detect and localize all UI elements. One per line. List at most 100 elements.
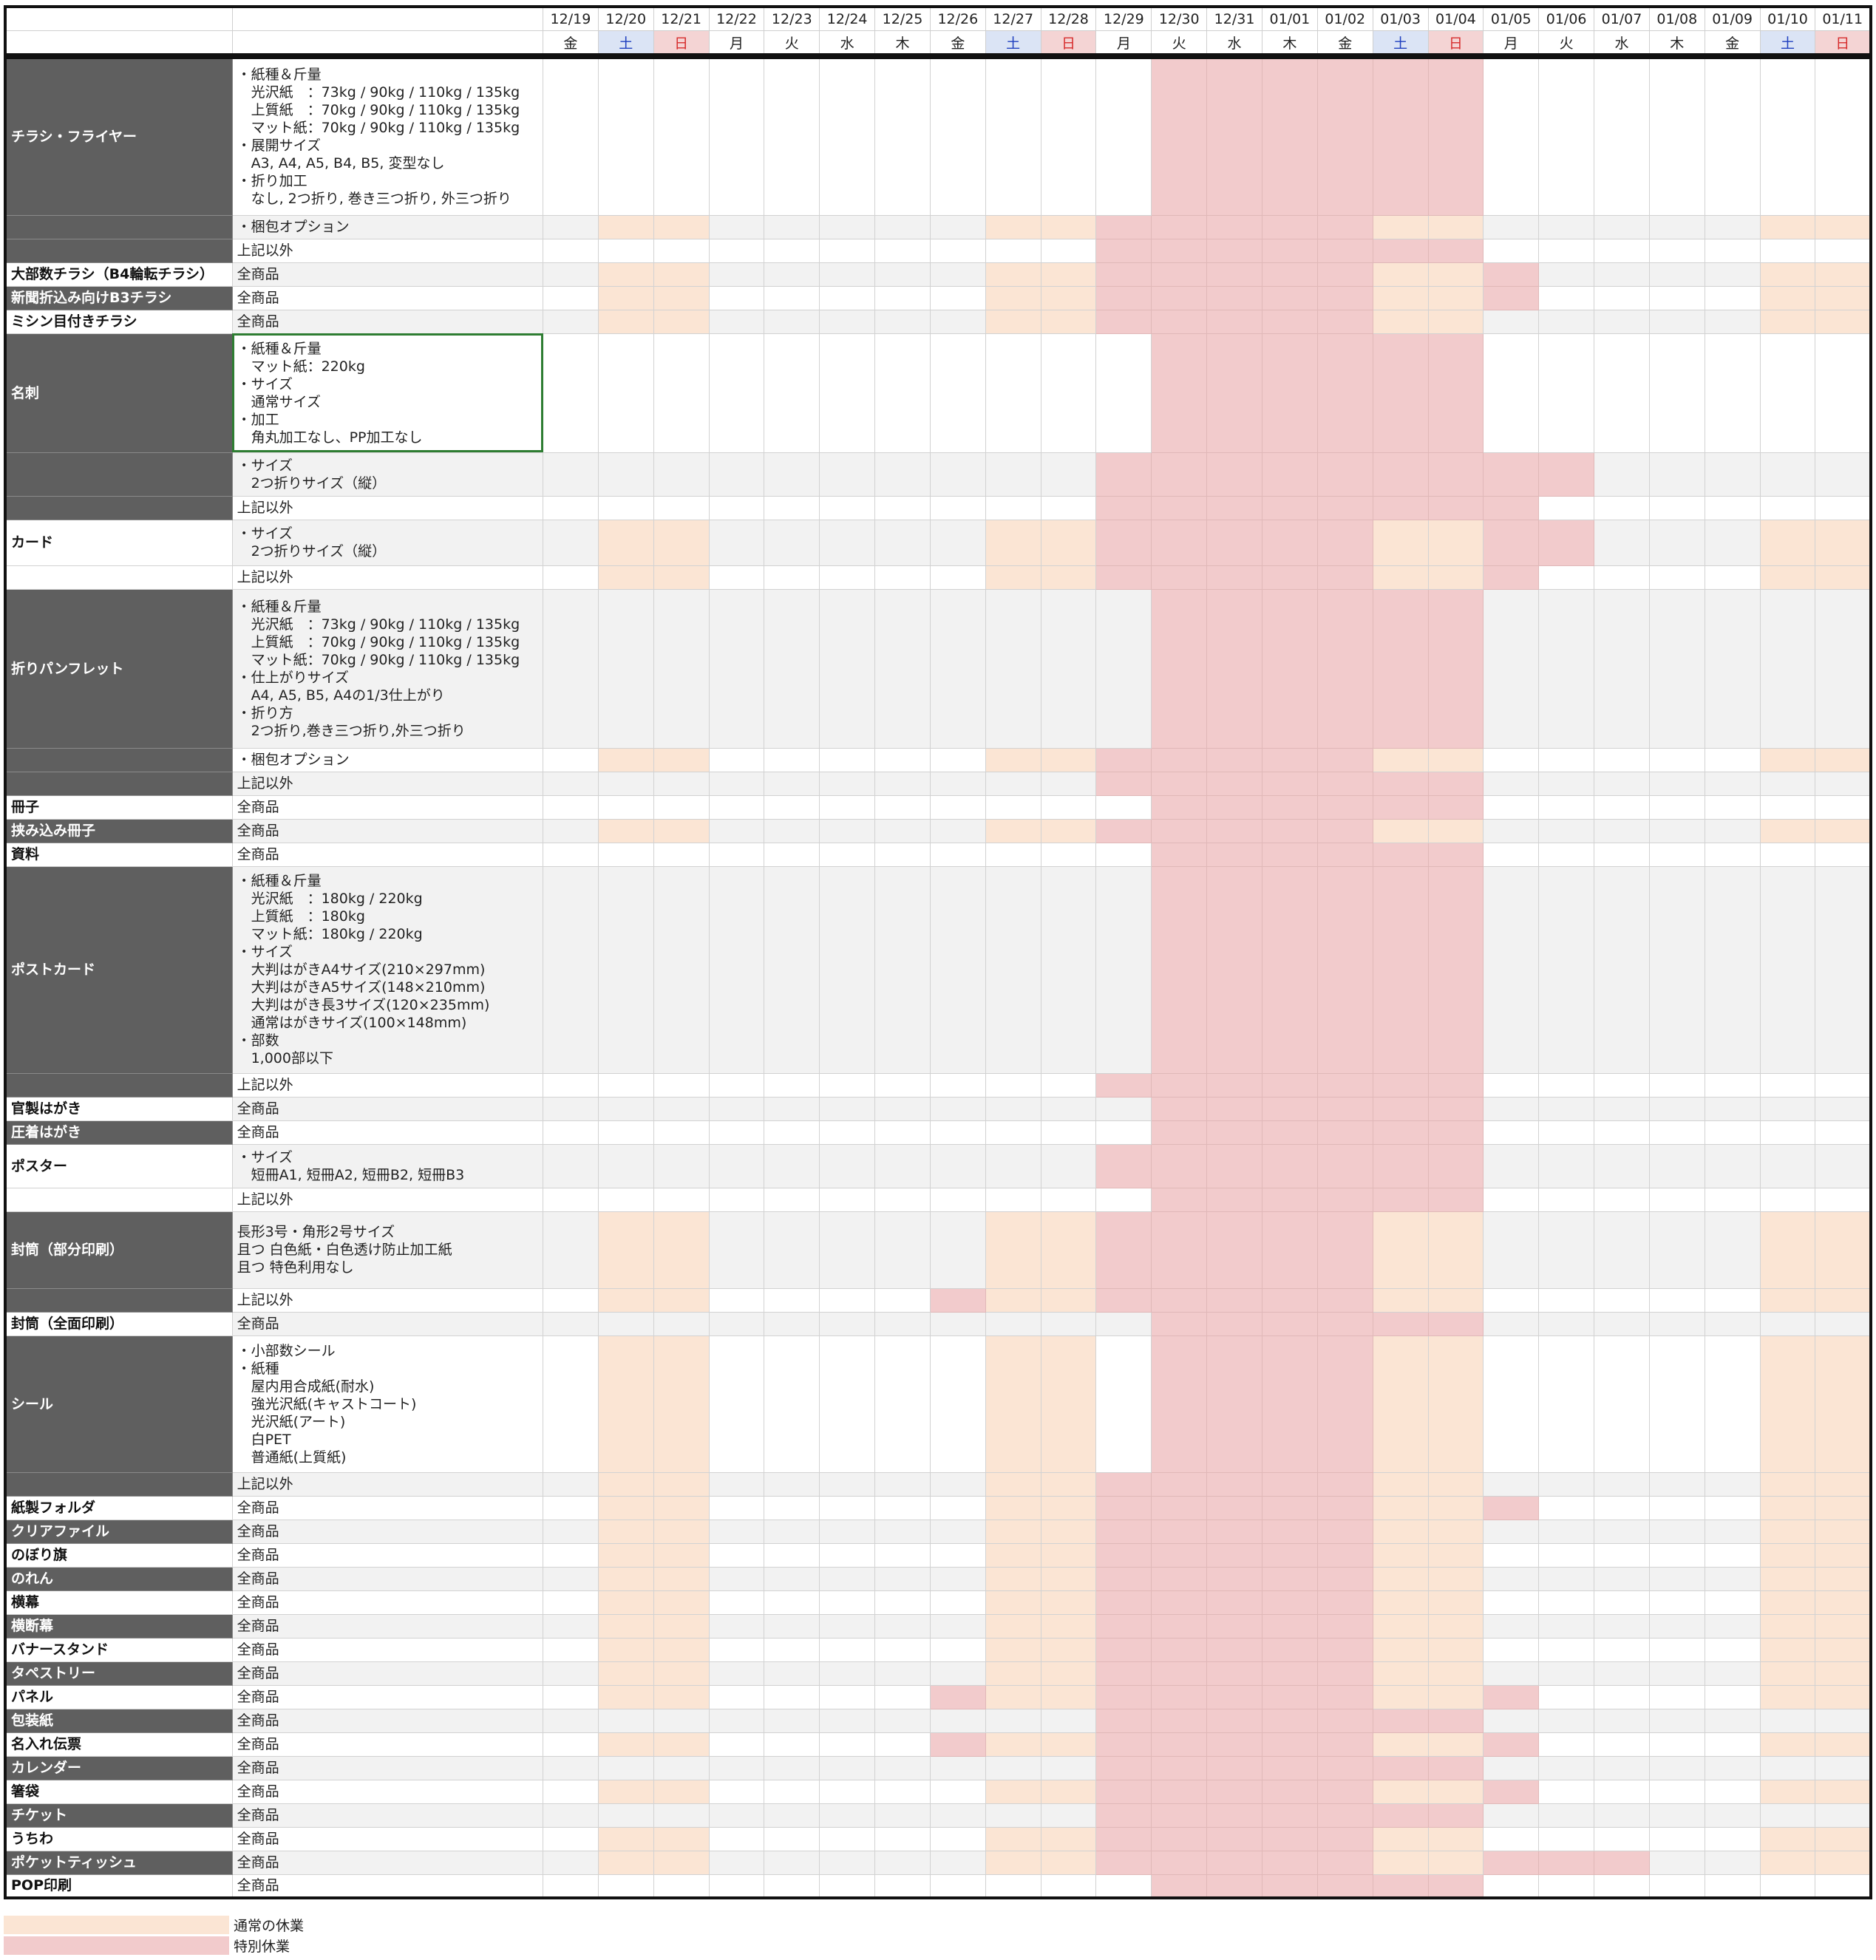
business-day-cell: [874, 1096, 931, 1121]
schedule-row: 箸袋 全商品: [4, 1779, 1872, 1804]
business-day-cell: [985, 842, 1041, 867]
product-category: ポストカード: [4, 865, 233, 1074]
business-day-cell: [1594, 1471, 1650, 1497]
business-day-cell: [985, 1311, 1041, 1336]
business-day-cell: [929, 1826, 986, 1851]
regular-holiday-cell: [1040, 1590, 1097, 1615]
business-day-cell: [1594, 1613, 1650, 1639]
business-day-cell: [543, 1471, 599, 1497]
business-day-cell: [1648, 1637, 1705, 1662]
business-day-cell: [874, 1566, 931, 1591]
product-category: [4, 1287, 233, 1313]
special-holiday-cell: [1372, 1874, 1429, 1899]
business-day-cell: [1040, 238, 1097, 263]
business-day-cell: [1095, 588, 1152, 749]
business-day-cell: [819, 262, 876, 287]
regular-holiday-cell: [985, 818, 1041, 843]
regular-holiday-cell: [597, 1684, 654, 1709]
product-category: バナースタンド: [4, 1637, 233, 1662]
business-day-cell: [1538, 333, 1595, 453]
business-day-cell: [1040, 588, 1097, 749]
special-holiday-cell: [1483, 519, 1540, 566]
business-day-cell: [1648, 1590, 1705, 1615]
business-day-cell: [1538, 565, 1595, 590]
business-day-cell: [543, 1661, 599, 1686]
special-holiday-cell: [1261, 1708, 1318, 1733]
date-cell: 12/20: [597, 6, 654, 31]
business-day-cell: [1040, 495, 1097, 520]
special-holiday-cell: [1095, 1590, 1152, 1615]
product-category: カレンダー: [4, 1755, 233, 1780]
special-holiday-cell: [1095, 1566, 1152, 1591]
special-holiday-cell: [1316, 1850, 1373, 1875]
business-day-cell: [764, 588, 820, 749]
business-day-cell: [1483, 1661, 1540, 1686]
business-day-cell: [929, 309, 986, 334]
regular-holiday-cell: [1759, 1732, 1816, 1757]
business-day-cell: [1594, 57, 1650, 216]
business-day-cell: [985, 588, 1041, 749]
product-category: 官製はがき: [4, 1096, 233, 1121]
schedule-row: 封筒（全面印刷） 全商品: [4, 1311, 1872, 1336]
business-day-cell: [1095, 57, 1152, 216]
business-day-cell: [1095, 333, 1152, 453]
regular-holiday-cell: [597, 747, 654, 772]
special-holiday-cell: [1427, 57, 1484, 216]
regular-holiday-cell: [985, 1613, 1041, 1639]
business-day-cell: [1759, 333, 1816, 453]
regular-holiday-cell: [1759, 1211, 1816, 1289]
business-day-cell: [543, 1874, 599, 1899]
business-day-cell: [1704, 1096, 1761, 1121]
business-day-cell: [764, 238, 820, 263]
business-day-cell: [929, 1143, 986, 1188]
date-row: 12/19 12/20 12/21 12/22 12/23 12/24 12/25 12/26…: [4, 6, 1872, 31]
business-day-cell: [1594, 1684, 1650, 1709]
business-day-cell: [543, 818, 599, 843]
business-day-cell: [1759, 1143, 1816, 1188]
special-holiday-cell: [1261, 1779, 1318, 1804]
special-holiday-cell: [1427, 1874, 1484, 1899]
regular-holiday-cell: [985, 1661, 1041, 1686]
business-day-cell: [1538, 262, 1595, 287]
regular-holiday-cell: [1759, 1566, 1816, 1591]
special-holiday-cell: [1316, 1072, 1373, 1098]
special-holiday-cell: [1316, 1613, 1373, 1639]
business-day-cell: [543, 309, 599, 334]
special-holiday-cell: [1206, 1495, 1262, 1520]
special-holiday-cell: [1261, 1684, 1318, 1709]
regular-holiday-cell: [985, 1542, 1041, 1568]
business-day-cell: [929, 1850, 986, 1875]
regular-holiday-cell: [1815, 1471, 1872, 1497]
business-day-cell: [543, 842, 599, 867]
business-day-cell: [1648, 1755, 1705, 1780]
product-category: [4, 565, 233, 590]
regular-holiday-cell: [653, 285, 710, 310]
special-holiday-cell: [1261, 1637, 1318, 1662]
condition-cell: 全商品: [231, 1803, 544, 1828]
regular-holiday-cell: [1759, 1826, 1816, 1851]
business-day-cell: [1040, 1874, 1097, 1899]
special-holiday-cell: [1151, 771, 1208, 796]
special-holiday-cell: [1316, 262, 1373, 287]
schedule-row: 冊子 全商品: [4, 794, 1872, 820]
special-holiday-cell: [1206, 1708, 1262, 1733]
business-day-cell: [1648, 1661, 1705, 1686]
business-day-cell: [597, 1143, 654, 1188]
special-holiday-cell: [1372, 771, 1429, 796]
regular-holiday-cell: [1815, 519, 1872, 566]
regular-holiday-cell: [1759, 565, 1816, 590]
business-day-cell: [764, 1826, 820, 1851]
business-day-cell: [708, 57, 765, 216]
business-day-cell: [819, 1471, 876, 1497]
business-day-cell: [1538, 57, 1595, 216]
business-day-cell: [1040, 771, 1097, 796]
special-holiday-cell: [1151, 1684, 1208, 1709]
business-day-cell: [985, 452, 1041, 497]
product-category: 封筒（部分印刷）: [4, 1211, 233, 1289]
business-day-cell: [1483, 57, 1540, 216]
business-day-cell: [1759, 1311, 1816, 1336]
special-holiday-cell: [1316, 1803, 1373, 1828]
selected-condition-cell[interactable]: ・紙種＆斤量 マット紙：220kg ・サイズ 通常サイズ ・加工 角丸加工なし、…: [231, 333, 544, 453]
regular-holiday-cell: [1815, 1661, 1872, 1686]
date-cell: 12/19: [543, 6, 599, 31]
